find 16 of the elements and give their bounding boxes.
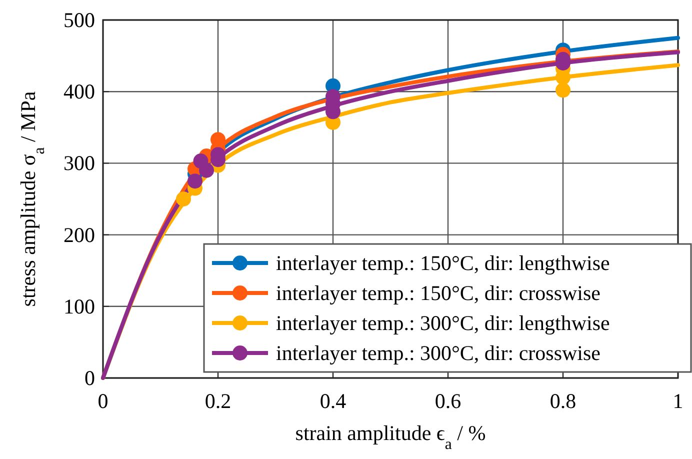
x-tick-label: 0.2 <box>204 389 232 413</box>
x-tick-label: 0.4 <box>320 389 347 413</box>
y-tick-label: 400 <box>64 80 95 104</box>
y-tick-label: 500 <box>64 8 95 32</box>
legend-label: interlayer temp.: 300°C, dir: lengthwise <box>276 311 610 335</box>
legend-label: interlayer temp.: 150°C, dir: crosswise <box>276 281 600 305</box>
x-tick-label: 0.6 <box>434 389 462 413</box>
y-tick-label: 200 <box>64 222 95 247</box>
legend-label: interlayer temp.: 150°C, dir: lengthwise <box>276 251 610 275</box>
y-tick-label: 300 <box>64 151 95 176</box>
x-tick-label: 1 <box>672 389 684 413</box>
legend-label: interlayer temp.: 300°C, dir: crosswise <box>276 341 600 365</box>
x-tick-label: 0.8 <box>550 389 576 413</box>
y-tick-label: 0 <box>84 366 95 390</box>
y-tick-label: 100 <box>64 294 95 318</box>
x-axis-title: strain amplitude ϵ$_{a}$ / % <box>295 421 486 452</box>
